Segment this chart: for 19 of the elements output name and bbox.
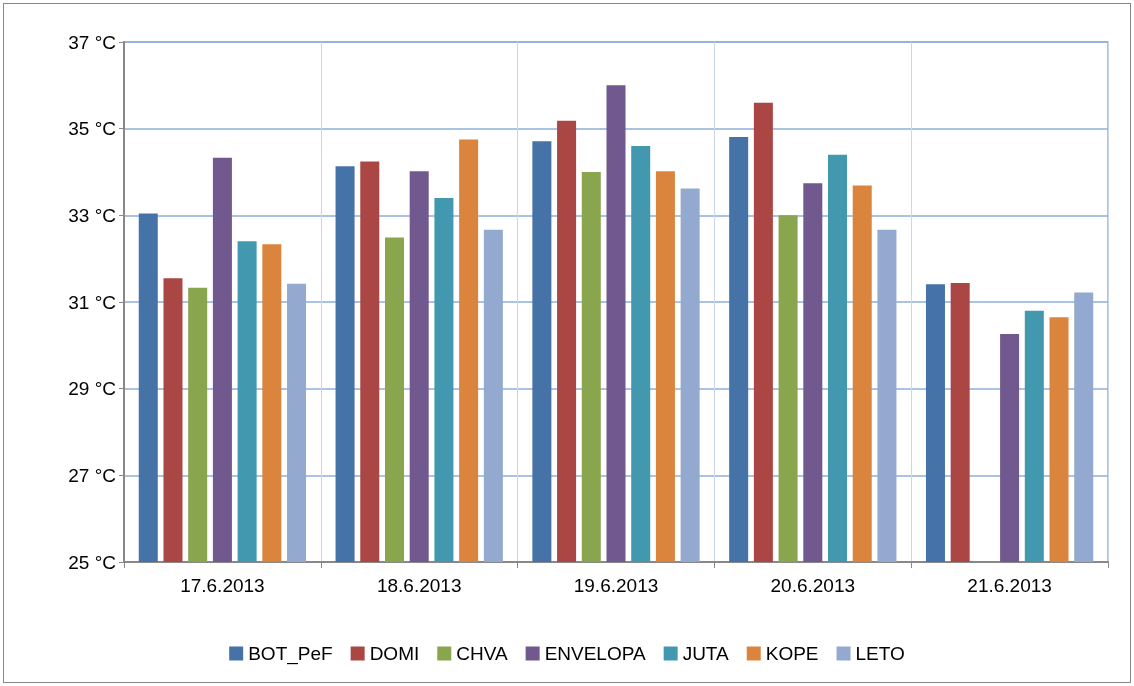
x-tick-label: 19.6.2013 bbox=[573, 575, 659, 596]
legend-label: ENVELOPA bbox=[544, 643, 646, 664]
y-tick-label: 25 °C bbox=[68, 551, 116, 573]
legend-label: CHVA bbox=[456, 643, 508, 664]
y-tick-label: 37 °C bbox=[68, 31, 116, 53]
legend-label: DOMI bbox=[369, 643, 420, 664]
y-tick-label: 29 °C bbox=[68, 378, 116, 400]
y-tick-label: 35 °C bbox=[68, 118, 116, 140]
x-tick-label: 21.6.2013 bbox=[967, 575, 1052, 596]
legend-label: JUTA bbox=[682, 643, 730, 664]
x-tick-label: 20.6.2013 bbox=[770, 575, 856, 596]
x-tick-label: 18.6.2013 bbox=[376, 575, 462, 596]
legend-label: BOT_PeF bbox=[248, 643, 333, 665]
y-tick-label: 27 °C bbox=[68, 464, 116, 486]
legend-label: LETO bbox=[855, 643, 905, 664]
x-tick-label: 17.6.2013 bbox=[180, 575, 265, 596]
legend-label: KOPE bbox=[765, 643, 819, 664]
y-tick-label: 33 °C bbox=[68, 204, 116, 226]
y-tick-label: 31 °C bbox=[68, 291, 116, 313]
